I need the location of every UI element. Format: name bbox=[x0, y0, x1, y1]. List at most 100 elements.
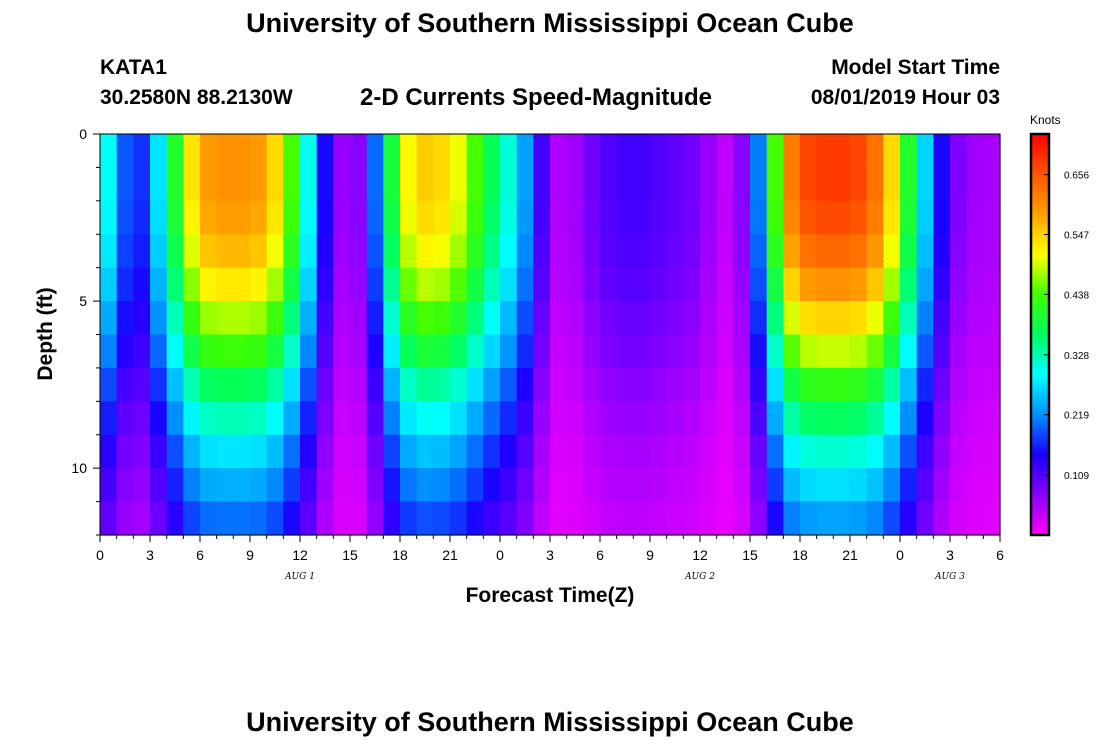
heat-cell bbox=[866, 134, 884, 169]
heat-cell bbox=[600, 134, 618, 169]
heat-cell bbox=[866, 434, 884, 469]
heat-cell bbox=[516, 401, 534, 436]
colorbar-segment bbox=[1031, 260, 1049, 265]
heat-cell bbox=[100, 468, 118, 503]
heat-cell bbox=[200, 434, 218, 469]
heat-cell bbox=[750, 434, 768, 469]
heat-cell bbox=[900, 367, 918, 402]
heat-cell bbox=[100, 434, 118, 469]
heat-cell bbox=[266, 401, 284, 436]
colorbar-segment bbox=[1031, 154, 1049, 158]
heat-cell bbox=[750, 334, 768, 369]
heat-cell bbox=[916, 367, 934, 402]
heat-cell bbox=[883, 267, 901, 302]
heat-cell bbox=[650, 134, 668, 169]
heat-cell bbox=[250, 167, 268, 202]
heat-cell bbox=[233, 501, 251, 536]
heat-cell bbox=[266, 468, 284, 503]
heat-cell bbox=[916, 200, 934, 235]
colorbar-segment bbox=[1031, 491, 1049, 496]
heat-cell bbox=[383, 501, 401, 536]
heat-cell bbox=[616, 434, 634, 469]
heat-cell bbox=[550, 134, 568, 169]
colorbar-segment bbox=[1031, 408, 1049, 412]
heat-cell bbox=[933, 334, 951, 369]
heat-cell bbox=[983, 134, 1001, 169]
heat-cell bbox=[166, 267, 184, 302]
colorbar-segment bbox=[1031, 190, 1049, 195]
heat-cell bbox=[183, 200, 201, 235]
heat-cell bbox=[716, 401, 734, 436]
heat-cell bbox=[766, 367, 784, 402]
y-axis: 0 5 10 bbox=[71, 126, 100, 536]
heat-cell bbox=[983, 167, 1001, 202]
heat-cell bbox=[116, 468, 134, 503]
heat-cell bbox=[550, 401, 568, 436]
heat-cell bbox=[416, 501, 434, 536]
colorbar-segment bbox=[1031, 177, 1049, 182]
heat-cell bbox=[966, 234, 984, 269]
heat-cell bbox=[316, 200, 334, 235]
heat-cell bbox=[333, 234, 351, 269]
heat-cell bbox=[116, 401, 134, 436]
heat-cell bbox=[350, 367, 368, 402]
heat-cell bbox=[133, 200, 151, 235]
heat-cell bbox=[366, 334, 384, 369]
heat-cell bbox=[366, 468, 384, 503]
heat-cell bbox=[933, 434, 951, 469]
colorbar-tick-label: 0.656 bbox=[1064, 171, 1089, 182]
colorbar-segment bbox=[1031, 404, 1049, 409]
heat-cell bbox=[600, 200, 618, 235]
colorbar-segment bbox=[1031, 207, 1049, 212]
heat-cell bbox=[450, 401, 468, 436]
heat-cell bbox=[366, 134, 384, 169]
heat-cell bbox=[816, 401, 834, 436]
heat-cell bbox=[816, 167, 834, 202]
heat-cell bbox=[250, 334, 268, 369]
colorbar-segment bbox=[1031, 454, 1049, 459]
heat-cell bbox=[466, 468, 484, 503]
heat-cell bbox=[700, 200, 718, 235]
heat-cell bbox=[250, 301, 268, 336]
heat-cell bbox=[516, 200, 534, 235]
colorbar-segment bbox=[1031, 184, 1049, 189]
heat-cell bbox=[116, 334, 134, 369]
heat-cell bbox=[733, 301, 751, 336]
colorbar-segment bbox=[1031, 327, 1049, 332]
colorbar-segment bbox=[1031, 414, 1049, 419]
heat-cell bbox=[666, 134, 684, 169]
x-tick-label: 6 bbox=[996, 547, 1004, 563]
heat-cell bbox=[600, 334, 618, 369]
heat-cell bbox=[916, 134, 934, 169]
heat-cell bbox=[366, 234, 384, 269]
heat-cell bbox=[600, 301, 618, 336]
heat-cell bbox=[216, 167, 234, 202]
heat-cell bbox=[933, 367, 951, 402]
heat-cell bbox=[933, 301, 951, 336]
heat-cell bbox=[283, 301, 301, 336]
heat-cell bbox=[550, 301, 568, 336]
colorbar-segment bbox=[1031, 277, 1049, 282]
heat-cell bbox=[300, 301, 318, 336]
colorbar-segment bbox=[1031, 134, 1049, 138]
heat-cell bbox=[350, 501, 368, 536]
date-labels: AUG 1 AUG 2 AUG 3 bbox=[284, 572, 965, 582]
heat-cell bbox=[616, 200, 634, 235]
heat-cell bbox=[850, 267, 868, 302]
heat-cell bbox=[466, 134, 484, 169]
heat-cell bbox=[200, 301, 218, 336]
heat-cell bbox=[300, 167, 318, 202]
heat-cell bbox=[800, 367, 818, 402]
heat-cell bbox=[416, 234, 434, 269]
x-tick-label: 0 bbox=[896, 547, 904, 563]
heat-cell bbox=[566, 501, 584, 536]
heat-cell bbox=[700, 401, 718, 436]
colorbar-segment bbox=[1031, 194, 1049, 199]
heat-cell bbox=[883, 401, 901, 436]
heat-cell bbox=[550, 334, 568, 369]
heat-cell bbox=[816, 334, 834, 369]
heat-cell bbox=[283, 234, 301, 269]
heat-cell bbox=[566, 367, 584, 402]
heat-cell bbox=[783, 200, 801, 235]
colorbar-segment bbox=[1031, 230, 1049, 235]
